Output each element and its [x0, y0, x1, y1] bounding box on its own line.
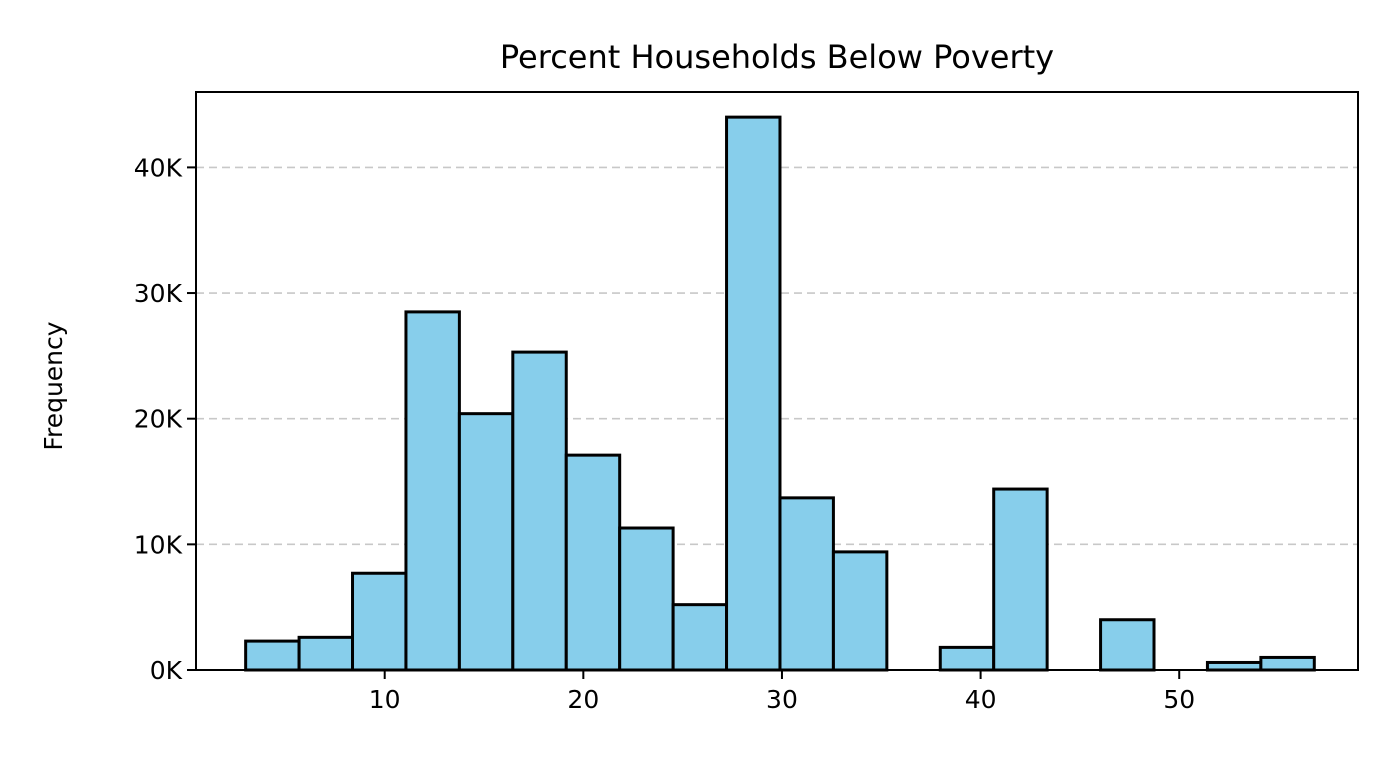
histogram-bar	[297, 635, 355, 672]
histogram-bar	[404, 310, 461, 672]
y-tick-label: 20K	[134, 405, 183, 434]
y-tick-label: 0K	[150, 656, 183, 685]
y-tick-label: 40K	[134, 153, 183, 182]
histogram-bar	[511, 350, 568, 672]
histogram-bar	[618, 526, 675, 672]
histogram-bar	[457, 412, 515, 672]
x-tick-label: 30	[766, 685, 798, 714]
grid-lines	[196, 166, 1358, 546]
histogram-bar	[351, 571, 408, 672]
histogram-bar	[1259, 655, 1316, 672]
x-tick-label: 10	[369, 685, 401, 714]
x-tick-label: 50	[1163, 685, 1195, 714]
histogram-bar	[725, 115, 782, 672]
y-axis-ticks: 0K 10K 20K 30K 40K	[134, 153, 196, 685]
y-tick-label: 10K	[134, 530, 183, 559]
plot-frame	[195, 91, 1359, 671]
x-tick-label: 20	[567, 685, 599, 714]
histogram-bar	[938, 645, 996, 672]
histogram-bar	[671, 603, 729, 672]
histogram-bar	[1099, 618, 1156, 672]
histogram-bar	[1205, 660, 1263, 672]
histogram-bar	[564, 453, 622, 672]
histogram-bar	[992, 487, 1049, 672]
histogram-bars	[244, 115, 1316, 672]
histogram-bar	[831, 550, 889, 672]
chart-title: Percent Households Below Poverty	[500, 38, 1054, 76]
x-tick-label: 40	[965, 685, 997, 714]
histogram-bar	[778, 496, 835, 672]
histogram-bar	[244, 639, 301, 672]
y-axis-label: Frequency	[39, 321, 68, 450]
y-tick-label: 30K	[134, 279, 183, 308]
x-axis-ticks: 10 20 30 40 50	[369, 670, 1195, 714]
